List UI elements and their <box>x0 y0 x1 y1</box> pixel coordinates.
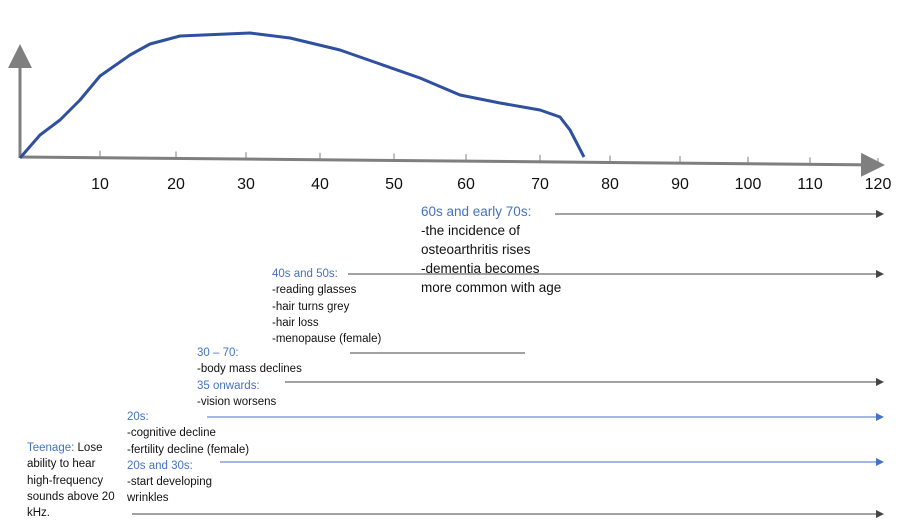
stage-heading: 20s and 30s: <box>127 459 193 472</box>
stage-line: -fertility decline (female) <box>127 443 250 456</box>
stage-heading: 35 onwards: <box>197 379 260 392</box>
x-tick-label: 20 <box>167 176 185 193</box>
stage-heading: 20s: <box>127 411 149 423</box>
stage-line: -the incidence of <box>421 223 521 238</box>
x-tick-label: 50 <box>385 176 403 193</box>
stage-40s: 40s and 50s: -reading glasses -hair turn… <box>272 266 381 347</box>
stage-teenage: Teenage: Lose ability to hear high-frequ… <box>27 440 115 521</box>
x-tick-label: 60 <box>457 176 475 193</box>
stage-line: -start developing <box>127 476 213 489</box>
stage-heading: 30 – 70: <box>197 347 239 359</box>
stage-30-70: 30 – 70: -body mass declines 35 onwards:… <box>197 345 302 410</box>
x-axis <box>19 152 885 177</box>
x-tick-label: 30 <box>237 176 255 193</box>
x-tick-label: 70 <box>531 176 549 193</box>
x-tick-label: 40 <box>311 176 329 193</box>
stage-60s: 60s and early 70s: -the incidence of ost… <box>421 202 561 297</box>
stage-line: -hair turns grey <box>272 300 350 313</box>
stage-line: kHz. <box>27 507 50 520</box>
stage-heading: 60s and early 70s: <box>421 204 532 219</box>
stage-line: -reading glasses <box>272 284 357 297</box>
x-tick-label: 100 <box>734 176 762 193</box>
stage-line: -vision worsens <box>197 395 277 408</box>
stage-line: sounds above 20 <box>27 490 115 503</box>
x-tick-label: 90 <box>671 176 689 193</box>
stage-heading: Teenage: <box>27 442 75 454</box>
stage-line: -cognitive decline <box>127 427 216 440</box>
stage-line: osteoarthritis rises <box>421 242 531 257</box>
stage-line: ability to hear <box>27 458 96 471</box>
stage-line: wrinkles <box>127 492 169 505</box>
stage-20s: 20s: -cognitive decline -fertility decli… <box>127 409 249 507</box>
stage-heading: 40s and 50s: <box>272 268 338 280</box>
stage-line: -dementia becomes <box>421 261 540 276</box>
stage-line: Lose <box>74 442 103 454</box>
stage-line: high-frequency <box>27 474 104 487</box>
stage-line: -body mass declines <box>197 363 302 376</box>
x-tick-label: 110 <box>797 176 823 193</box>
lifecycle-curve <box>18 31 586 159</box>
stage-line: more common with age <box>421 280 562 295</box>
x-tick-label: 120 <box>864 176 892 193</box>
x-tick-label: 80 <box>601 176 619 193</box>
stage-line: -menopause (female) <box>272 333 382 346</box>
x-tick-label: 10 <box>91 176 109 193</box>
stage-line: -hair loss <box>272 316 319 329</box>
